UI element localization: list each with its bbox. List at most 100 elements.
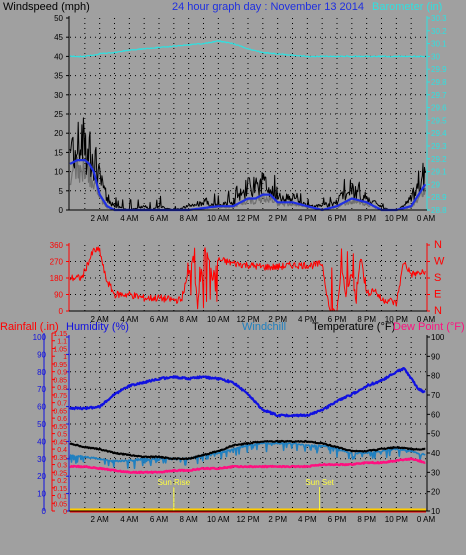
rainfall-tick-label: 0.75 [53, 393, 67, 400]
windspeed-tick-label: 5 [59, 187, 64, 196]
rainfall-tick-label: 0.2 [57, 478, 67, 485]
barometer-axis-label: Barometer (in) [372, 1, 442, 13]
barometer-tick-label: 30.1 [431, 40, 447, 49]
direction-tick-label: 270 [50, 258, 64, 267]
humidity-tick-label: 100 [33, 333, 47, 342]
rainfall-tick-label: 0.95 [53, 362, 67, 369]
x-tick-label: 6 AM [150, 315, 169, 324]
barometer-tick-label: 29.3 [431, 142, 447, 151]
barometer-tick-label: 29.9 [431, 65, 447, 74]
x-tick-label: 4 AM [120, 315, 139, 324]
temperature-tick-label: 30 [431, 468, 440, 477]
x-tick-label: 2 AM [91, 214, 110, 223]
humidity-tick-label: 80 [37, 368, 46, 377]
temperature-tick-label: 60 [431, 410, 440, 419]
humidity-tick-label: 90 [37, 350, 46, 359]
x-tick-label: 6 AM [150, 515, 169, 524]
barometer-tick-label: 30 [431, 52, 440, 61]
barometer-tick-label: 29.6 [431, 104, 447, 113]
compass-tick-label: E [434, 289, 441, 301]
dewpoint-legend-label: Dew Point (°F) [393, 321, 465, 333]
direction-tick-label: 180 [50, 274, 64, 283]
direction-tick-label: 90 [54, 291, 63, 300]
axis-ticks-layer: 0510152025303540455028.828.92929.129.229… [33, 14, 447, 524]
sun-set-label: Sun Set [305, 478, 334, 487]
rainfall-tick-label: 0.5 [57, 432, 67, 439]
rainfall-tick-label: 0.15 [53, 486, 67, 493]
temperature-tick-label: 40 [431, 449, 440, 458]
sun-rise-label: Sun Rise [158, 478, 191, 487]
x-tick-label: 8 AM [180, 315, 199, 324]
rainfall-tick-label: 1.15 [53, 331, 67, 338]
x-tick-label: 10 AM [207, 515, 230, 524]
x-tick-label: 8 AM [180, 515, 199, 524]
windspeed-tick-label: 0 [59, 206, 64, 215]
windspeed-tick-label: 30 [54, 91, 63, 100]
barometer-tick-label: 30.2 [431, 27, 447, 36]
grid-layer [70, 18, 426, 511]
rainfall-tick-label: 1.05 [53, 346, 67, 353]
humidity-axis-label: Humidity (%) [66, 321, 129, 333]
temperature-tick-label: 70 [431, 391, 440, 400]
humidity-line [69, 367, 426, 418]
x-tick-label: 4 AM [120, 214, 139, 223]
rainfall-tick-label: 0.25 [53, 470, 67, 477]
windchill-legend-label: Windchill [242, 321, 286, 333]
humidity-tick-label: 40 [37, 437, 46, 446]
rainfall-tick-label: 0.4 [57, 447, 67, 454]
x-tick-label: 4 AM [120, 515, 139, 524]
rainfall-axis-label: Rainfall (.in) [0, 321, 59, 333]
x-tick-label: 0 AM [417, 214, 436, 223]
x-tick-label: 10 PM [385, 515, 408, 524]
x-tick-label: 4 PM [298, 315, 317, 324]
x-tick-label: 6 PM [328, 515, 347, 524]
series-layer: Sun Rise Sun Set [69, 40, 427, 513]
rainfall-tick-label: 0.05 [53, 501, 67, 508]
windspeed-tick-label: 10 [54, 168, 63, 177]
x-tick-label: 8 PM [357, 214, 376, 223]
windspeed-tick-label: 15 [54, 148, 63, 157]
temperature-tick-label: 90 [431, 352, 440, 361]
temperature-line [69, 439, 426, 461]
compass-tick-label: N [434, 305, 442, 317]
windspeed-tick-label: 45 [54, 33, 63, 42]
x-tick-label: 0 AM [417, 315, 436, 324]
x-tick-label: 10 AM [207, 315, 230, 324]
humidity-tick-label: 10 [37, 490, 46, 499]
rainfall-tick-label: 1.1 [57, 339, 67, 346]
windspeed-tick-label: 35 [54, 72, 63, 81]
temperature-axis-label: Temperature (°F) [312, 321, 395, 333]
compass-tick-label: S [434, 272, 441, 284]
windspeed-tick-label: 40 [54, 52, 63, 61]
rainfall-tick-label: 0.85 [53, 377, 67, 384]
compass-tick-label: W [434, 256, 445, 268]
x-tick-label: 4 PM [298, 515, 317, 524]
barometer-tick-label: 30.3 [431, 14, 447, 23]
rainfall-tick-label: 0.3 [57, 463, 67, 470]
x-tick-label: 2 PM [268, 315, 287, 324]
barometer-tick-label: 29.4 [431, 129, 447, 138]
barometer-tick-label: 29.8 [431, 78, 447, 87]
x-tick-label: 2 AM [91, 515, 110, 524]
rainfall-tick-label: 0.55 [53, 424, 67, 431]
barometer-line [69, 40, 426, 58]
rainfall-tick-label: 0.1 [57, 494, 67, 501]
x-tick-label: 6 PM [328, 315, 347, 324]
barometer-tick-label: 28.8 [431, 206, 447, 215]
frame-layer [43, 16, 428, 512]
barometer-tick-label: 29 [431, 180, 440, 189]
humidity-tick-label: 20 [37, 472, 46, 481]
windchill-line [69, 441, 426, 470]
x-tick-label: 2 PM [268, 515, 287, 524]
wind-direction-line [69, 246, 426, 312]
x-tick-label: 2 AM [91, 315, 110, 324]
x-tick-label: 10 PM [385, 315, 408, 324]
x-tick-label: 12 PM [236, 515, 259, 524]
humidity-tick-label: 50 [37, 420, 46, 429]
barometer-tick-label: 29.5 [431, 116, 447, 125]
direction-tick-label: 360 [50, 241, 64, 250]
rainfall-tick-label: 0.8 [57, 385, 67, 392]
temperature-tick-label: 10 [431, 507, 440, 516]
